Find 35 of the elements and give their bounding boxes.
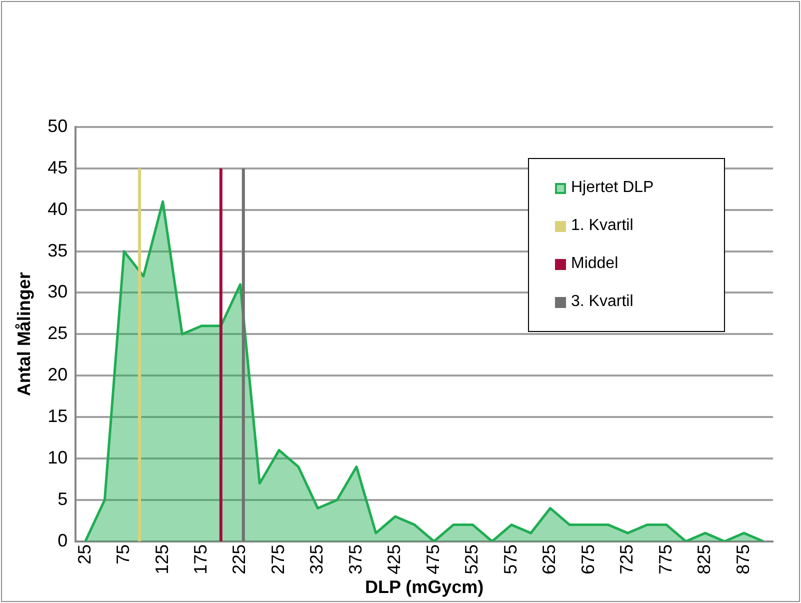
x-tick-label: 75 — [113, 544, 134, 564]
x-tick-label: 25 — [74, 544, 94, 564]
legend-label: 3. Kvartil — [571, 293, 634, 311]
y-tick-label: 30 — [48, 282, 68, 302]
y-tick-label: 50 — [48, 116, 68, 136]
legend-label: Hjertet DLP — [571, 179, 654, 197]
x-tick-label: 425 — [384, 544, 404, 574]
x-tick-label: 125 — [152, 544, 172, 574]
x-tick-label: 625 — [539, 544, 560, 574]
x-tick-label: 225 — [229, 544, 250, 574]
y-tick-label: 5 — [58, 488, 68, 509]
y-tick-label: 35 — [48, 240, 68, 260]
x-tick-label: 725 — [616, 544, 637, 574]
x-axis-title: DLP (mGycm) — [364, 577, 484, 598]
y-tick-label: 25 — [48, 323, 68, 344]
x-tick-label: 825 — [694, 544, 714, 574]
x-tick-label: 675 — [578, 544, 598, 574]
y-tick-label: 40 — [48, 198, 68, 219]
y-tick-label: 20 — [48, 364, 68, 385]
y-axis-title: Antal Målinger — [14, 272, 34, 396]
x-tick-label: 875 — [732, 544, 753, 574]
legend-label: 1. Kvartil — [571, 217, 634, 235]
y-tick-label: 0 — [58, 530, 68, 550]
x-tick-label: 325 — [306, 544, 327, 574]
x-tick-label: 375 — [345, 544, 366, 574]
x-tick-label: 275 — [268, 544, 288, 574]
y-tick-label: 10 — [48, 447, 68, 468]
x-tick-label: 575 — [500, 544, 520, 574]
x-tick-label: 175 — [190, 544, 211, 574]
legend-label: Middel — [571, 255, 618, 273]
x-tick-label: 525 — [462, 544, 482, 574]
y-tick-label: 15 — [48, 406, 68, 426]
x-tick-label: 775 — [655, 544, 676, 574]
y-tick-label: 45 — [48, 157, 68, 178]
x-tick-label: 475 — [422, 544, 443, 574]
